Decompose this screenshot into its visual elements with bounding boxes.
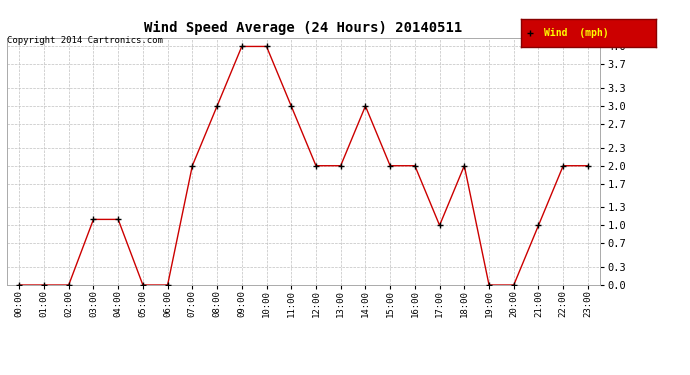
Title: Wind Speed Average (24 Hours) 20140511: Wind Speed Average (24 Hours) 20140511	[144, 21, 463, 35]
Text: Wind  (mph): Wind (mph)	[544, 28, 609, 38]
Text: Copyright 2014 Cartronics.com: Copyright 2014 Cartronics.com	[7, 36, 163, 45]
